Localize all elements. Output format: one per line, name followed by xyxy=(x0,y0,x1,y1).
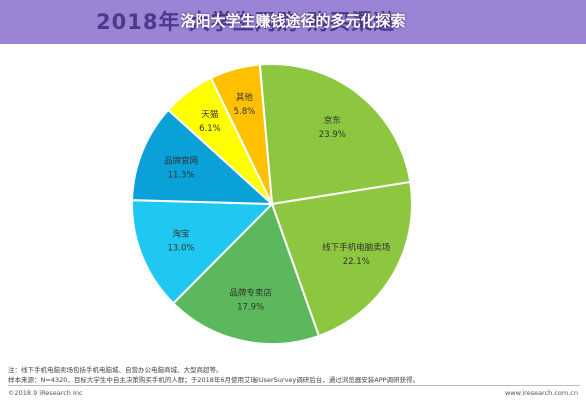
slice-value-label: 11.3% xyxy=(168,171,195,181)
slice-value-label: 23.9% xyxy=(319,130,346,140)
website: www.iresearch.com.cn xyxy=(504,389,578,397)
slice-category-label: 天猫 xyxy=(201,109,219,120)
slice-value-label: 6.1% xyxy=(199,124,221,134)
footer-divider xyxy=(8,385,580,386)
overlay-title: 洛阳大学生赚钱途径的多元化探索 xyxy=(180,12,406,30)
slice-value-label: 5.8% xyxy=(234,107,256,117)
title-banner: 2018年 大学生网购 购买渠道 洛阳大学生赚钱途径的多元化探索 xyxy=(0,0,586,44)
slice-value-label: 17.9% xyxy=(237,303,264,313)
pie-slices xyxy=(131,63,413,345)
pie-slice-6 xyxy=(209,63,273,205)
slice-value-label: 13.0% xyxy=(167,243,194,253)
slice-category-label: 淘宝 xyxy=(172,228,189,239)
footnote-definition: 注：线下手机电脑卖场包括手机电脑城、自营办公电脑商城、大型商超等。 xyxy=(8,366,223,374)
pie-slice-4 xyxy=(131,108,275,206)
slice-category-label: 线下手机电脑卖场 xyxy=(322,242,390,253)
pie-chart: 京东 23.9% 线下手机电脑卖场 22.1% 品牌专卖店 17.9% 淘宝 13.0% 品牌官… xyxy=(131,63,413,345)
pie-slice-2 xyxy=(171,202,321,345)
pie-slice-1 xyxy=(270,180,413,338)
slice-value-label: 22.1% xyxy=(343,257,370,267)
pie-slice-3 xyxy=(131,199,275,305)
pie-labels: 京东 23.9% 线下手机电脑卖场 22.1% 品牌专卖店 17.9% 淘宝 13.0% 品牌官… xyxy=(164,92,390,313)
footnote-sample-source: 样本来源：N=4320，目标大学生中自主决策购买手机的人群；于2018年6月使用… xyxy=(8,376,420,384)
copyright: ©2018.9 iResearch Inc xyxy=(8,389,83,397)
slice-category-label: 品牌专卖店 xyxy=(229,288,272,299)
pie-slice-0 xyxy=(258,63,412,206)
slice-category-label: 京东 xyxy=(324,115,341,126)
slice-category-label: 其他 xyxy=(236,92,254,103)
slice-category-label: 品牌官网 xyxy=(164,156,198,167)
chart-title: 2018年 大学生网购 购买渠道 xyxy=(96,10,396,34)
